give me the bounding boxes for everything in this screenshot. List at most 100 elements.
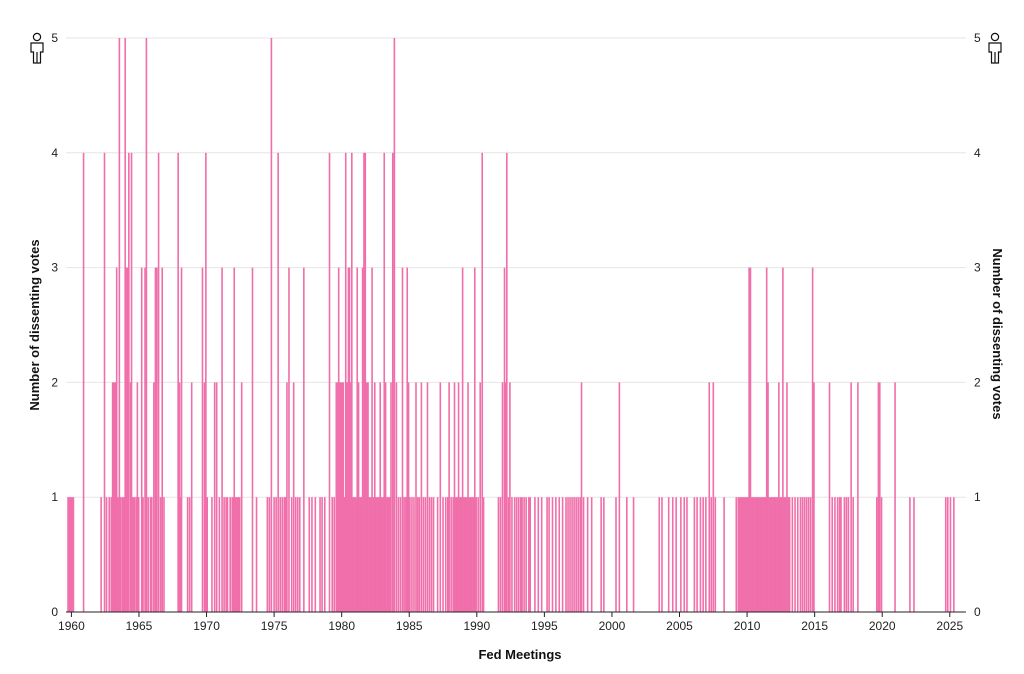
bar bbox=[551, 497, 554, 612]
bar bbox=[395, 382, 398, 612]
bar bbox=[515, 497, 518, 612]
bar bbox=[125, 267, 127, 612]
bar bbox=[67, 497, 69, 612]
bar bbox=[499, 497, 502, 612]
x-tick-label: 1980 bbox=[328, 619, 355, 633]
bar bbox=[847, 497, 850, 612]
x-axis-title: Fed Meetings bbox=[478, 647, 561, 662]
bar bbox=[748, 267, 750, 612]
bar bbox=[232, 497, 235, 612]
y-tick-label: 5 bbox=[51, 31, 58, 45]
bar bbox=[482, 497, 485, 612]
bar bbox=[780, 497, 783, 612]
x-tick-label: 1965 bbox=[126, 619, 153, 633]
bar bbox=[365, 382, 368, 612]
bar bbox=[517, 497, 520, 612]
bar bbox=[346, 382, 348, 612]
bar bbox=[471, 497, 473, 612]
bar bbox=[294, 497, 297, 612]
bar bbox=[123, 497, 125, 612]
y-tick-label: 0 bbox=[974, 605, 981, 619]
bar bbox=[240, 382, 243, 612]
bar bbox=[379, 382, 381, 612]
bar bbox=[796, 497, 799, 612]
bar bbox=[783, 497, 786, 612]
bar bbox=[828, 382, 831, 612]
bar bbox=[838, 497, 841, 612]
bar bbox=[359, 497, 361, 612]
bar bbox=[760, 497, 763, 612]
bar bbox=[144, 267, 146, 612]
bar bbox=[113, 382, 116, 612]
bar bbox=[735, 497, 738, 612]
bar bbox=[415, 382, 417, 612]
bar bbox=[876, 497, 878, 612]
bar bbox=[384, 382, 387, 612]
bar bbox=[350, 382, 352, 612]
bar bbox=[741, 497, 744, 612]
bar bbox=[136, 382, 139, 612]
bar bbox=[744, 497, 746, 612]
bar bbox=[236, 497, 238, 612]
bar bbox=[161, 267, 164, 612]
bar bbox=[147, 497, 149, 612]
bar bbox=[894, 382, 896, 612]
bar bbox=[452, 497, 454, 612]
bar bbox=[680, 497, 682, 612]
bar bbox=[378, 497, 380, 612]
bar bbox=[521, 497, 523, 612]
bar bbox=[569, 497, 571, 612]
y-tick-label: 2 bbox=[974, 375, 981, 389]
y-tick-label: 4 bbox=[51, 146, 58, 160]
bar bbox=[356, 267, 359, 612]
bar bbox=[233, 267, 236, 612]
bar bbox=[768, 497, 771, 612]
bar bbox=[390, 382, 392, 612]
bar bbox=[338, 382, 341, 612]
bar bbox=[444, 497, 447, 612]
bar bbox=[130, 152, 133, 613]
bar bbox=[360, 497, 363, 612]
bar bbox=[446, 497, 449, 612]
bar bbox=[548, 497, 550, 612]
bar bbox=[459, 497, 461, 612]
bar bbox=[479, 382, 481, 612]
bar bbox=[778, 382, 780, 612]
bar bbox=[336, 382, 339, 612]
bar bbox=[335, 382, 338, 612]
bar bbox=[738, 497, 741, 612]
bar bbox=[453, 382, 456, 612]
x-tick-labels: 1960 1965 1970 1975 1980 1985 1990 1995 2000 2005… bbox=[58, 619, 963, 633]
bar bbox=[582, 497, 585, 612]
bar bbox=[693, 497, 696, 612]
bar bbox=[213, 382, 216, 612]
bar bbox=[686, 497, 688, 612]
bar bbox=[82, 152, 85, 613]
bar bbox=[151, 497, 153, 612]
bar bbox=[714, 497, 717, 612]
bar bbox=[100, 497, 102, 612]
bar bbox=[840, 497, 842, 612]
bar bbox=[268, 497, 271, 612]
bar bbox=[121, 497, 124, 612]
bar bbox=[266, 497, 269, 612]
bar bbox=[110, 497, 113, 612]
bar bbox=[683, 497, 686, 612]
bar bbox=[779, 497, 781, 612]
bar bbox=[953, 497, 955, 612]
x-tick-label: 2015 bbox=[801, 619, 828, 633]
bar bbox=[118, 38, 121, 612]
bar bbox=[696, 497, 698, 612]
bar bbox=[618, 382, 621, 612]
bar bbox=[311, 497, 313, 612]
bar bbox=[580, 382, 583, 612]
bar bbox=[363, 152, 365, 613]
bar bbox=[72, 497, 75, 612]
right-y-tick-labels: 0 1 2 3 4 5 bbox=[974, 31, 981, 619]
bar bbox=[675, 497, 677, 612]
bar bbox=[117, 497, 119, 612]
bar bbox=[740, 497, 742, 612]
bar bbox=[463, 497, 465, 612]
bar bbox=[288, 267, 290, 612]
